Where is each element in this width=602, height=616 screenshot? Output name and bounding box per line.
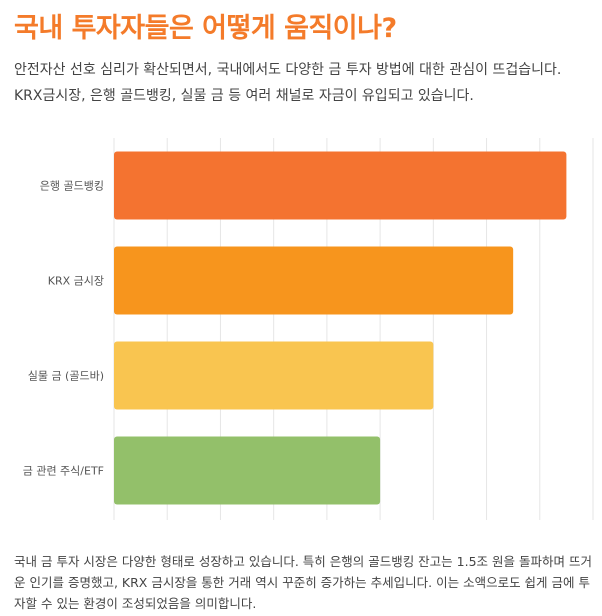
bar [114, 341, 434, 410]
category-label: 금 관련 주식/ETF [23, 465, 104, 478]
conclusion-text: 국내 금 투자 시장은 다양한 형태로 성장하고 있습니다. 특히 은행의 골드… [14, 554, 592, 611]
bar [114, 436, 381, 505]
category-label: KRX 금시장 [48, 275, 104, 288]
bar [114, 246, 514, 315]
category-label: 실물 금 (골드바) [28, 370, 104, 383]
page-title: 국내 투자자들은 어떻게 움직이나? [14, 13, 397, 44]
bars [114, 151, 567, 505]
bar [114, 151, 567, 220]
intro-text: 안전자산 선호 심리가 확산되면서, 국내에서도 다양한 금 투자 방법에 대한… [14, 62, 562, 104]
category-label: 은행 골드뱅킹 [40, 180, 104, 193]
